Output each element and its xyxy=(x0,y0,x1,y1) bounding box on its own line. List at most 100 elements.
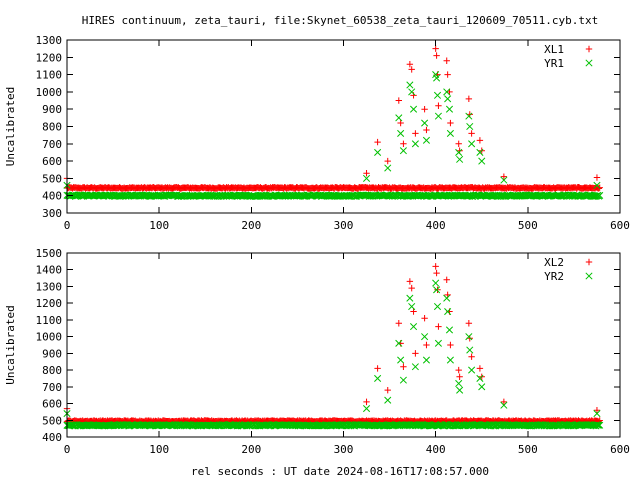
x-tick-label: 100 xyxy=(149,443,169,456)
data-point xyxy=(406,294,414,302)
x-tick-label: 100 xyxy=(149,219,169,232)
y-tick-label: 1300 xyxy=(36,280,63,293)
data-point xyxy=(465,112,473,120)
data-point xyxy=(455,366,462,374)
data-point xyxy=(374,365,381,372)
x-tick-label: 500 xyxy=(518,219,538,232)
data-point xyxy=(435,323,442,330)
data-point xyxy=(399,147,407,155)
data-point xyxy=(399,376,407,384)
data-point xyxy=(468,130,475,137)
data-point xyxy=(406,61,414,68)
data-point xyxy=(466,346,474,354)
data-point xyxy=(456,373,463,380)
data-point xyxy=(362,405,371,413)
y-tick-label: 900 xyxy=(42,347,62,360)
data-point xyxy=(406,81,414,89)
data-point xyxy=(400,363,407,370)
series-xl1 xyxy=(63,45,603,192)
plot-frame xyxy=(66,252,621,438)
series-xl2 xyxy=(63,263,603,425)
chart-panel-1: 0 100 200 300 400 500 600 300 400 500 600 700 800 900… xyxy=(4,34,630,232)
data-point xyxy=(395,339,403,347)
data-point xyxy=(596,191,604,200)
data-point xyxy=(411,140,419,148)
data-point xyxy=(422,356,431,364)
data-point xyxy=(384,386,391,394)
data-point xyxy=(468,140,476,148)
data-point xyxy=(500,401,508,409)
y-tick-label: 1100 xyxy=(36,69,63,82)
data-point xyxy=(456,386,464,394)
legend-marker xyxy=(585,272,593,280)
y-tick-label: 1000 xyxy=(36,331,63,344)
x-tick-label: 600 xyxy=(610,443,630,456)
data-point xyxy=(435,102,442,109)
x-tick-label: 600 xyxy=(610,219,630,232)
y-tick-label: 1300 xyxy=(36,34,63,47)
x-tick-label: 200 xyxy=(241,219,261,232)
data-point xyxy=(468,353,475,360)
data-point xyxy=(432,45,439,52)
data-point xyxy=(411,363,419,371)
data-point xyxy=(421,106,428,113)
y-tick-label: 700 xyxy=(42,138,62,151)
y-tick-label: 600 xyxy=(42,398,62,411)
data-point xyxy=(433,286,441,294)
legend-label: XL1 xyxy=(544,43,564,56)
x-axis-title: rel seconds : UT date 2024-08-16T17:08:5… xyxy=(191,465,489,478)
data-point xyxy=(476,137,484,144)
data-point xyxy=(409,105,418,113)
data-point xyxy=(433,302,442,311)
data-point xyxy=(423,126,430,134)
data-point xyxy=(433,74,441,82)
x-tick-label: 500 xyxy=(518,443,538,456)
legend-marker xyxy=(585,258,593,266)
data-point xyxy=(408,284,415,292)
data-point xyxy=(374,374,382,383)
data-point xyxy=(408,88,416,96)
data-point xyxy=(593,410,601,418)
data-point xyxy=(455,140,462,147)
data-point xyxy=(395,114,403,122)
data-point xyxy=(444,307,452,316)
data-point xyxy=(422,136,431,144)
data-point xyxy=(433,52,440,59)
y-tick-label: 1500 xyxy=(36,247,63,260)
y-tick-label: 1200 xyxy=(36,51,63,64)
data-point xyxy=(410,308,417,315)
series-yr1 xyxy=(63,71,604,200)
data-point xyxy=(397,129,405,137)
y-tick-label: 500 xyxy=(42,414,62,427)
series-yr2 xyxy=(63,279,604,430)
x-tick-label: 300 xyxy=(334,219,354,232)
data-point xyxy=(468,366,476,374)
data-point xyxy=(444,95,452,103)
data-point xyxy=(476,374,484,383)
data-point xyxy=(500,173,508,180)
data-point xyxy=(593,407,601,414)
y-tick-label: 400 xyxy=(42,190,62,203)
data-point xyxy=(433,269,440,277)
data-point xyxy=(433,91,442,99)
data-point xyxy=(455,148,463,157)
data-point xyxy=(443,88,451,96)
data-point xyxy=(384,157,391,165)
y-axis-label: Uncalibrated xyxy=(4,87,17,166)
data-point xyxy=(445,105,454,113)
y-tick-label: 600 xyxy=(42,155,62,168)
data-point xyxy=(466,122,474,131)
data-point xyxy=(447,119,454,127)
data-point xyxy=(476,148,484,157)
y-tick-label: 300 xyxy=(42,207,62,220)
data-point xyxy=(456,155,464,163)
y-tick-label: 800 xyxy=(42,121,62,134)
data-point xyxy=(374,148,382,157)
data-point xyxy=(500,398,508,406)
data-point xyxy=(421,333,429,341)
y-tick-label: 1400 xyxy=(36,264,63,277)
data-point xyxy=(362,174,371,182)
data-point xyxy=(478,383,486,391)
